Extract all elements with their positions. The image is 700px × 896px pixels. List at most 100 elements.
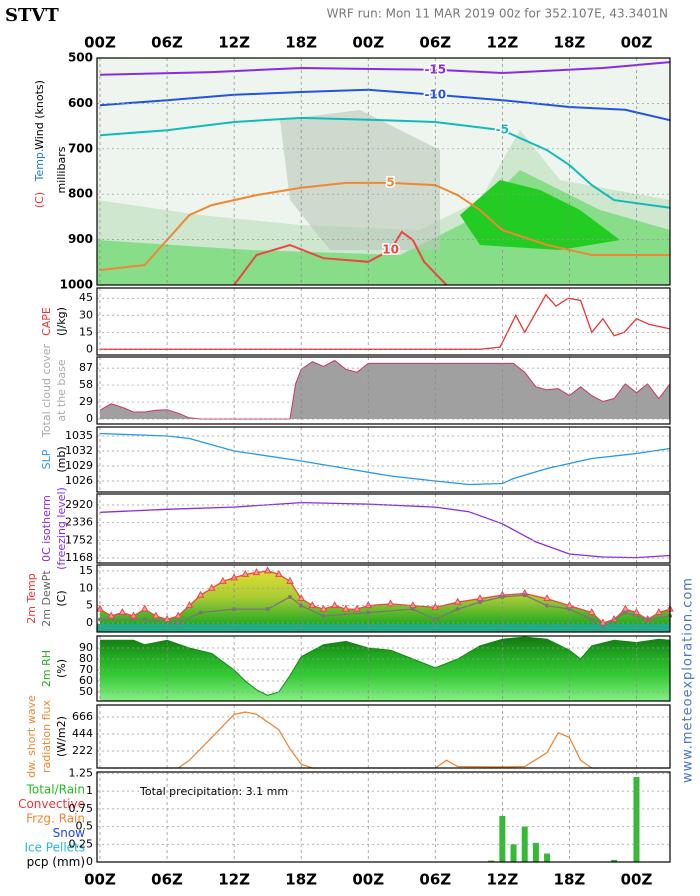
temp-marker	[386, 599, 395, 607]
time-label-top: 00Z	[621, 34, 653, 52]
line	[99, 432, 671, 486]
panel-label: dw. short wave	[25, 695, 38, 778]
time-label-bottom: 00Z	[621, 871, 653, 889]
line	[100, 293, 671, 350]
temp-marker	[330, 601, 339, 609]
panel-label: Temp.	[33, 149, 46, 183]
y-tick-label: 222	[72, 744, 93, 757]
temp-marker	[241, 569, 250, 577]
isotherm	[99, 181, 670, 271]
dewpoint-marker	[142, 617, 147, 622]
line	[100, 711, 670, 769]
temp-marker	[107, 611, 116, 619]
y-tick-label: 15	[79, 325, 93, 338]
y-tick-label: 1.25	[69, 766, 94, 779]
time-label-bottom: 06Z	[419, 871, 451, 889]
isotherm	[99, 61, 671, 76]
legend-label: Ice Pellets	[24, 841, 85, 855]
y-tick-label: 1035	[65, 429, 93, 442]
panel-label: (mb)	[55, 446, 68, 472]
temp-marker	[274, 569, 283, 577]
temp-marker	[587, 608, 596, 616]
area	[100, 360, 670, 420]
y-tick-label: 80	[79, 652, 93, 665]
y-tick-label: 0.25	[69, 837, 94, 850]
y-tick-label: 10	[79, 581, 93, 594]
run-info: WRF run: Mon 11 MAR 2019 00z for 352.107…	[327, 7, 668, 21]
dewpoint-marker	[522, 593, 527, 598]
panel-label: radiation flux	[40, 700, 53, 774]
y-tick-label: 1	[86, 784, 93, 797]
temp-marker	[319, 604, 328, 612]
panel-frame	[96, 771, 671, 863]
y-tick-label: 1168	[65, 551, 93, 564]
time-label-bottom: 00Z	[352, 871, 384, 889]
panel-label: at the base	[55, 359, 68, 422]
rh-area	[100, 637, 670, 701]
legend-label: pcp (mm)	[27, 855, 85, 869]
legend-label: Total/Rain	[26, 783, 85, 797]
temp-marker	[152, 611, 160, 619]
y-tick-label: 500	[68, 51, 93, 65]
isotherm	[233, 230, 448, 286]
temp-marker	[207, 583, 216, 591]
panel-label: RH (%)	[33, 229, 46, 272]
panel-frame	[96, 356, 671, 425]
panel-label: 2m DewPt	[40, 570, 53, 627]
dewpoint-marker	[645, 617, 650, 622]
temp-marker	[621, 604, 630, 612]
time-label-bottom: 12Z	[218, 871, 250, 889]
time-label-top: 12Z	[218, 34, 250, 52]
time-label-top: 00Z	[352, 34, 384, 52]
y-tick-label: 60	[79, 674, 93, 687]
y-tick-label: 15	[79, 564, 93, 577]
y-tick-label: 0.75	[69, 802, 94, 815]
panel-frame	[96, 493, 671, 564]
precip-bar	[532, 842, 539, 862]
temp-marker	[286, 576, 294, 584]
dewpoint-marker	[623, 610, 628, 615]
ground-band	[97, 624, 670, 632]
panel-label: (freezing level)	[55, 487, 68, 570]
temp-marker	[185, 601, 194, 609]
y-tick-label: 900	[68, 232, 93, 246]
temp-marker	[263, 566, 272, 574]
isotherm	[99, 88, 671, 122]
time-label-top: 00Z	[84, 34, 116, 52]
dewpoint-marker	[265, 607, 270, 612]
y-tick-label: 50	[79, 685, 93, 698]
temp-marker	[453, 597, 462, 605]
temp-marker	[308, 601, 317, 609]
time-label-bottom: 12Z	[486, 871, 518, 889]
panel-frame	[96, 57, 671, 286]
panel-label: Wind (knots)	[33, 80, 46, 150]
panel-label: (W/m2)	[55, 716, 68, 757]
y-tick-label: 0	[86, 616, 93, 629]
y-tick-label: 2336	[65, 516, 93, 529]
time-label-bottom: 18Z	[554, 871, 586, 889]
time-label-top: 18Z	[285, 34, 317, 52]
y-tick-label: 0.5	[76, 820, 94, 833]
time-label-top: 18Z	[554, 34, 586, 52]
y-tick-label: 1000	[60, 278, 93, 292]
isotherm-label: 5	[386, 175, 394, 189]
time-label-top: 06Z	[419, 34, 451, 52]
total-precip: Total precipitation: 3.1 mm	[139, 785, 288, 798]
y-tick-label: 90	[79, 641, 93, 654]
panel-label: (%)	[55, 659, 68, 678]
watermark: www.meteoexploration.com	[681, 577, 696, 783]
dewpoint-marker	[410, 607, 415, 612]
dewpoint-marker	[455, 607, 460, 612]
dewpoint-marker	[478, 600, 482, 605]
panel-label: (J/kg)	[55, 307, 68, 336]
panel-label: 0C isotherm	[40, 495, 53, 562]
dewpoint-marker	[321, 614, 326, 619]
temp-marker	[252, 568, 261, 576]
panel-label: CAPE	[40, 307, 53, 336]
temp-marker	[174, 611, 183, 619]
time-label-top: 12Z	[486, 34, 518, 52]
y-tick-label: 800	[68, 187, 93, 201]
line	[99, 501, 671, 559]
time-label-bottom: 00Z	[84, 871, 116, 889]
legend-label: Frzg. Rain	[26, 812, 85, 826]
